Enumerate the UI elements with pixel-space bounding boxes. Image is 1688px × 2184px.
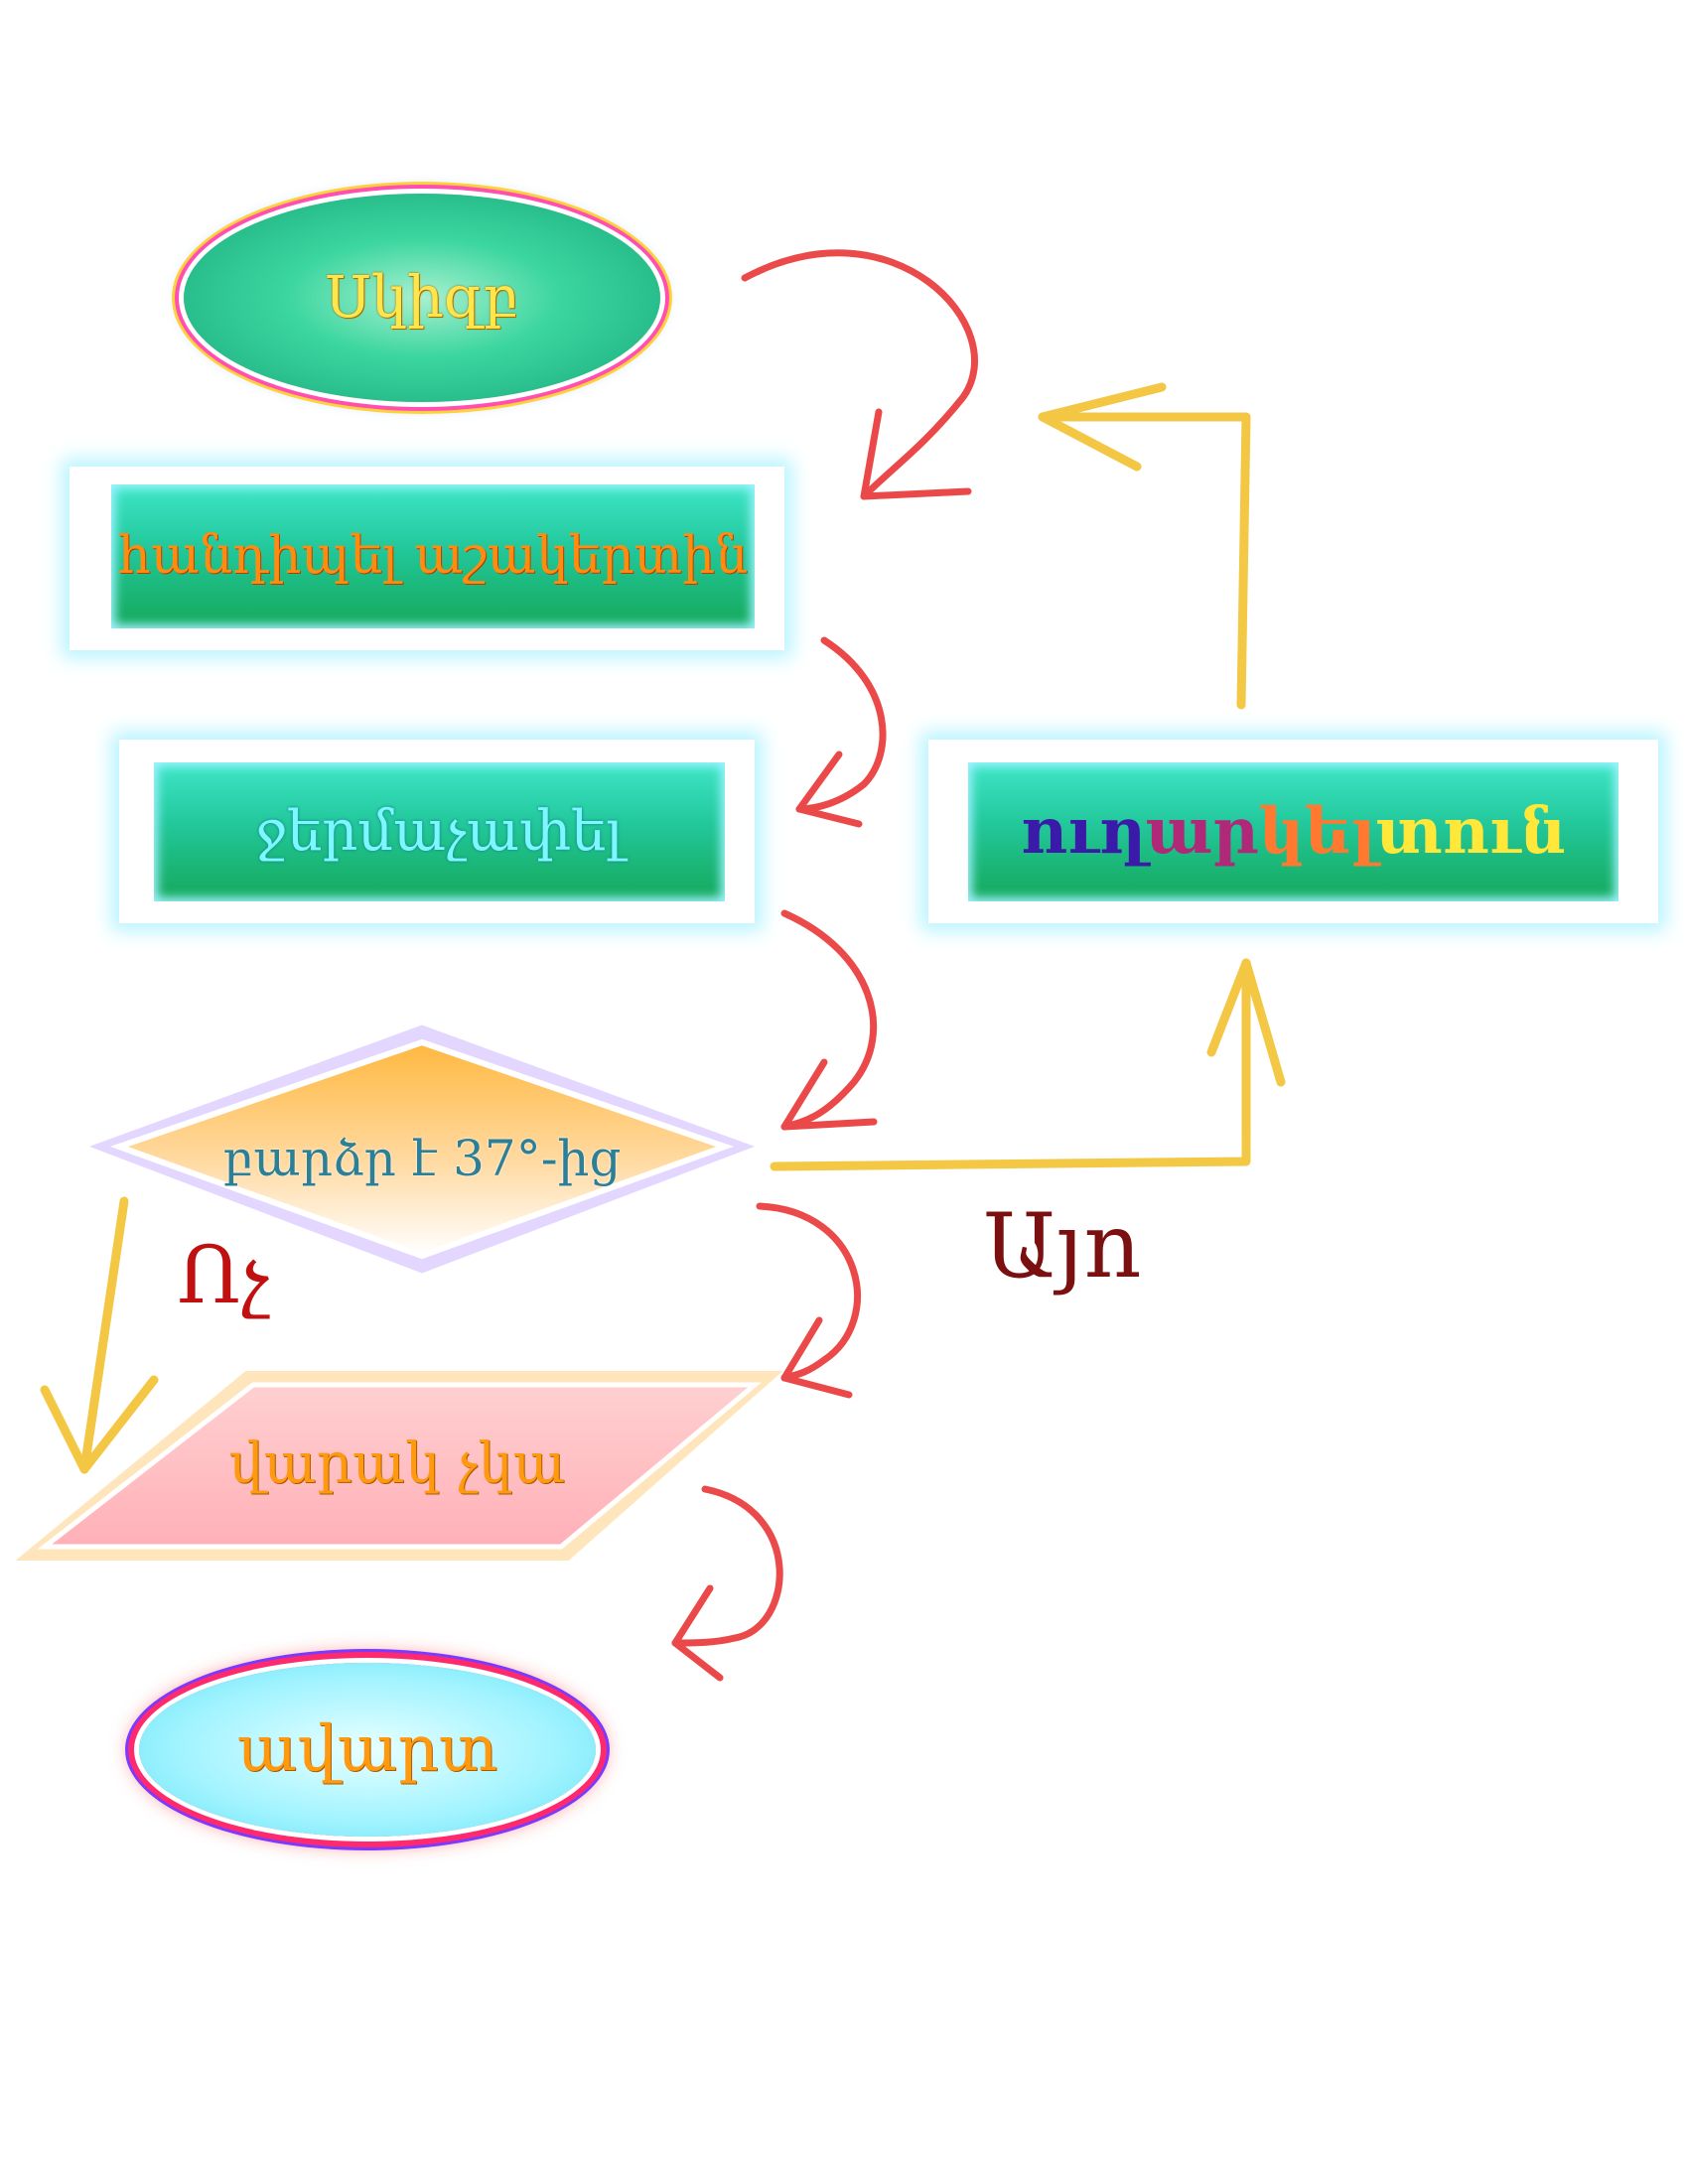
no-danger-label: վարակ չկա [228,1432,566,1497]
start-oval [184,194,660,402]
step1-label: հանդիպել աշակերտին [117,525,749,586]
yes-label: Այո [983,1193,1142,1298]
step2-box [154,762,725,901]
send-home-part-3: կել [1258,793,1376,869]
step2-label: ջերմաչափել [255,799,624,865]
no-danger-parallelogram [15,1371,783,1561]
arrow-sendhome-to-step1 [1038,412,1251,710]
send-home-part-1: ուղ [1020,793,1146,869]
no-label: Ոչ [177,1229,270,1321]
arrow-start-to-step1 [741,249,978,500]
decision-diamond [88,1024,756,1274]
start-label: Սկիզբ [325,263,519,332]
send-home-part-2: ար [1145,793,1259,869]
arrow-step2-to-decision [780,909,878,1131]
send-home-box [968,762,1618,901]
end-label: ավարտ [236,1712,498,1787]
arrow-decision-to-nodanger [756,1202,861,1382]
arrow-yes-to-sendhome [770,958,1251,1171]
end-oval [139,1663,596,1837]
send-home-label: ուղ ար կել տուն [968,762,1618,901]
decision-label: բարձր է 37°-ից [222,1130,622,1187]
step1-box [111,484,755,628]
arrow-step1-to-step2 [795,636,887,813]
arrow-no-to-nodanger [79,1196,129,1474]
send-home-part-4: տուն [1375,793,1567,869]
arrow-nodanger-to-end [671,1485,783,1647]
